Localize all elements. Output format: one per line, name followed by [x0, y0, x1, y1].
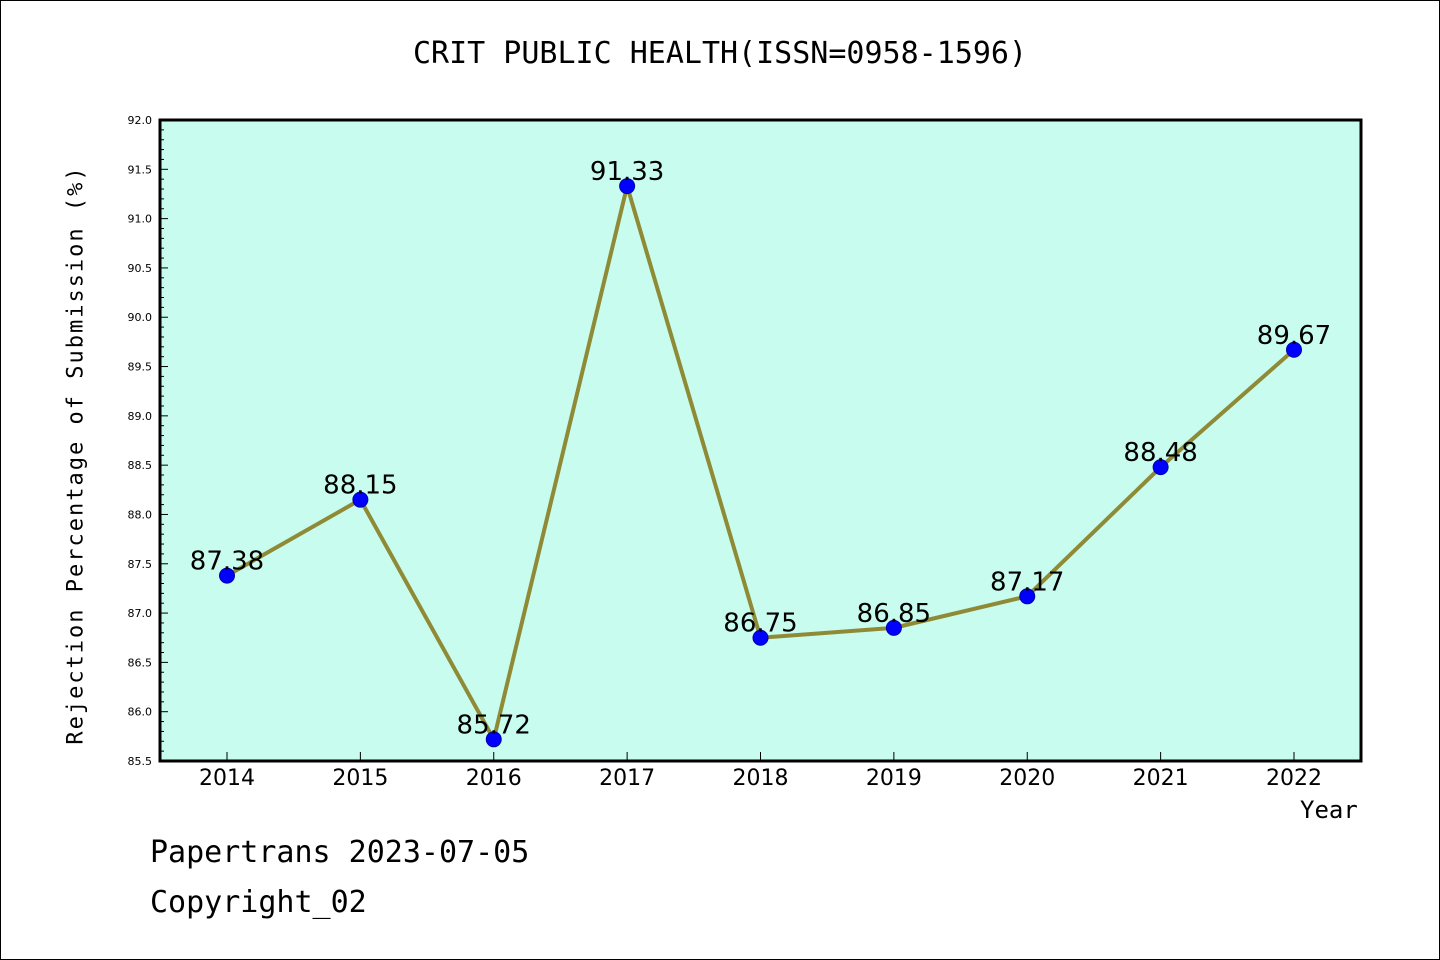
plot-area: [160, 120, 1361, 761]
data-point: [752, 629, 769, 646]
y-tick-label: 85.5: [128, 755, 153, 768]
data-label: 88.15: [323, 471, 397, 501]
x-tick-label: 2020: [999, 766, 1055, 791]
y-tick-label: 87.0: [128, 607, 153, 620]
x-tick-label: 2019: [866, 766, 922, 791]
x-tick-label: 2017: [599, 766, 655, 791]
footer-date-text: Papertrans 2023-07-05: [150, 835, 530, 870]
data-label: 91.33: [590, 157, 664, 187]
y-tick-label: 91.5: [128, 163, 153, 176]
data-point: [485, 731, 502, 748]
data-point: [885, 619, 902, 636]
x-tick-label: 2022: [1266, 766, 1322, 791]
x-tick-label: 2018: [733, 766, 789, 791]
x-tick-label: 2021: [1133, 766, 1189, 791]
y-tick-label: 88.5: [128, 459, 153, 472]
data-point: [1152, 459, 1169, 476]
y-tick-label: 86.5: [128, 656, 153, 669]
data-point: [352, 491, 369, 508]
data-point: [1019, 588, 1036, 605]
y-tick-label: 89.5: [128, 361, 153, 374]
y-tick-label: 92.0: [128, 114, 153, 127]
y-tick-label: 88.0: [128, 508, 153, 521]
chart-title: CRIT PUBLIC HEALTH(ISSN=0958-1596): [412, 36, 1028, 71]
data-label: 87.38: [190, 547, 264, 577]
y-tick-label: 90.0: [128, 311, 153, 324]
data-label: 86.75: [723, 609, 797, 639]
x-tick-label: 2016: [466, 766, 522, 791]
y-tick-label: 91.0: [128, 213, 153, 226]
data-point: [619, 178, 636, 195]
x-tick-label: 2014: [199, 766, 255, 791]
plot-border: [158, 118, 1363, 763]
footer-copyright-text: Copyright_02: [150, 885, 367, 920]
y-tick-label: 90.5: [128, 262, 153, 275]
data-label: 88.48: [1123, 438, 1197, 468]
data-point: [219, 567, 235, 584]
y-tick-label: 86.0: [128, 706, 153, 719]
data-label: 87.17: [990, 567, 1064, 597]
data-label: 86.85: [857, 599, 931, 629]
x-axis-label: Year: [1300, 796, 1358, 824]
data-label: 89.67: [1257, 321, 1331, 351]
y-tick-label: 89.0: [128, 410, 153, 423]
data-label: 85.72: [457, 710, 531, 740]
y-tick-label: 87.5: [128, 558, 153, 571]
x-tick-label: 2015: [332, 766, 388, 791]
data-point: [1286, 341, 1302, 358]
